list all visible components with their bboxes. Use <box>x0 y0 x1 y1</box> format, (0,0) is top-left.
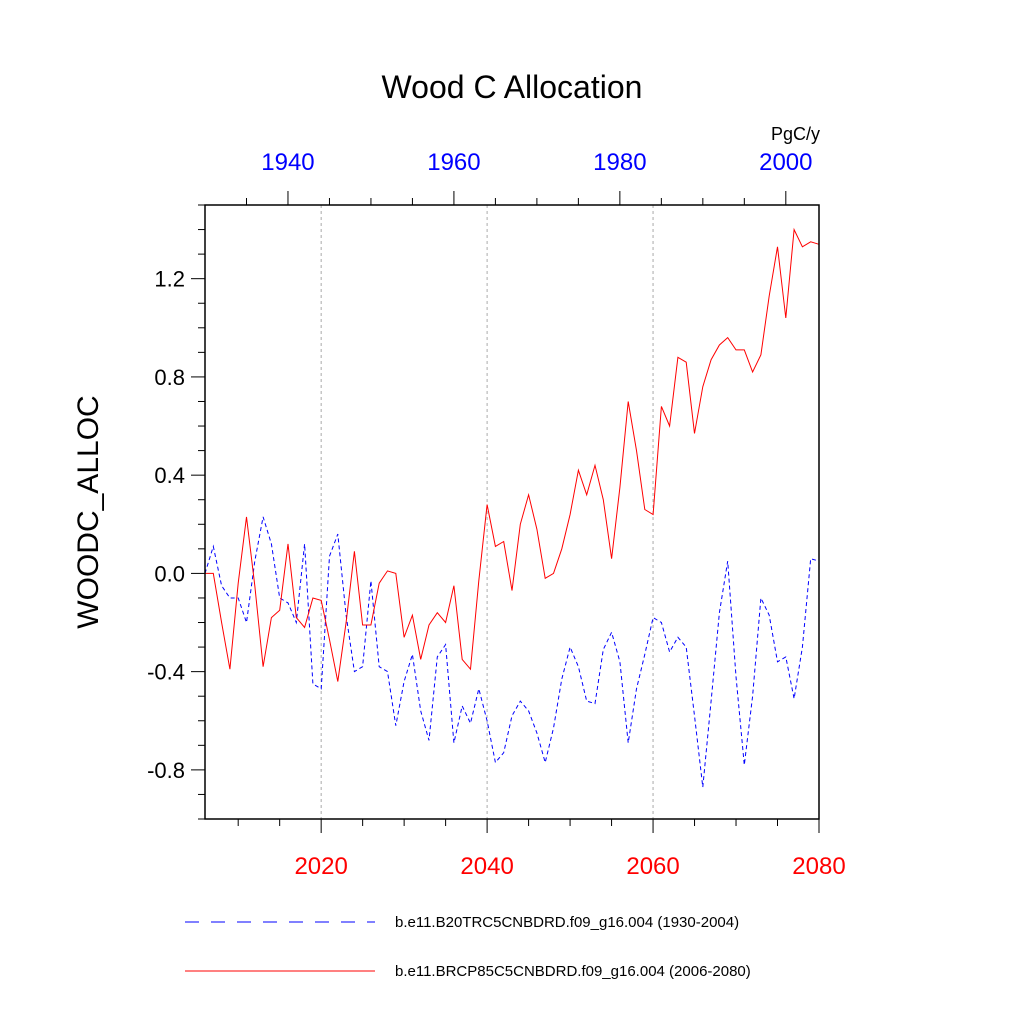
y-axis-label: WOODC_ALLOC <box>72 395 105 628</box>
units-label: PgC/y <box>771 124 820 144</box>
y-tick-label: -0.4 <box>147 660 185 685</box>
x-top-tick-label: 1980 <box>593 149 646 176</box>
legend-label-series-2: b.e11.BRCP85C5CNBDRD.f09_g16.004 (2006-2… <box>395 963 751 980</box>
x-bottom-tick-label: 2060 <box>626 853 679 880</box>
y-tick-label: 0.0 <box>154 561 185 586</box>
chart-title: Wood C Allocation <box>382 69 643 105</box>
grid-lines <box>320 205 654 819</box>
plot-frame <box>204 204 820 820</box>
x-top-tick-label: 2000 <box>759 149 812 176</box>
y-tick-label: 0.8 <box>154 365 185 390</box>
axis-ticks <box>191 191 820 833</box>
legend-label-series-1: b.e11.B20TRC5CNBDRD.f09_g16.004 (1930-20… <box>395 914 739 931</box>
series-line-2 <box>205 227 820 682</box>
series-line-1 <box>204 516 820 788</box>
legend: b.e11.B20TRC5CNBDRD.f09_g16.004 (1930-20… <box>185 914 751 980</box>
x-top-tick-label: 1960 <box>427 149 480 176</box>
x-bottom-tick-label: 2080 <box>792 853 845 880</box>
x-bottom-tick-label: 2020 <box>294 853 347 880</box>
y-tick-label: 1.2 <box>154 267 185 292</box>
x-top-tick-label: 1940 <box>261 149 314 176</box>
series-lines <box>204 227 820 788</box>
y-tick-label: -0.8 <box>147 758 185 783</box>
tick-labels: -0.8 -0.4 0.0 0.4 0.8 1.2 2020 2040 2060 2080 1940… <box>147 149 846 880</box>
y-tick-label: 0.4 <box>154 463 185 488</box>
x-bottom-tick-label: 2040 <box>460 853 513 880</box>
